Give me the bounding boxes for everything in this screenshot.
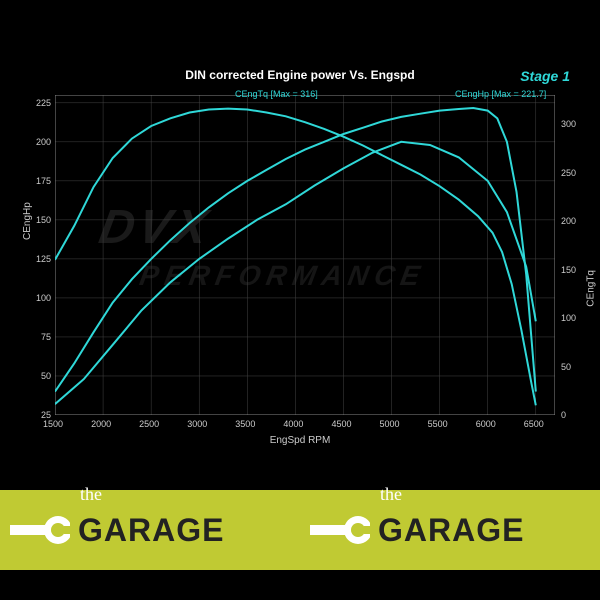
x-tick: 2000 <box>91 419 111 429</box>
y-left-tick: 50 <box>41 371 51 381</box>
x-tick: 2500 <box>139 419 159 429</box>
x-tick: 1500 <box>43 419 63 429</box>
banner-garage-text: GARAGE <box>378 512 524 548</box>
y-right-tick: 50 <box>561 362 571 372</box>
y-right-tick: 150 <box>561 265 576 275</box>
y-left-tick: 75 <box>41 332 51 342</box>
y-right-tick: 100 <box>561 313 576 323</box>
y-right-tick: 300 <box>561 119 576 129</box>
x-tick: 5500 <box>428 419 448 429</box>
y-left-tick: 175 <box>36 176 51 186</box>
chart-svg <box>55 95 555 415</box>
wrench-icon <box>310 500 370 560</box>
x-axis-label: EngSpd RPM <box>0 435 600 446</box>
y-left-tick: 200 <box>36 137 51 147</box>
series-label-CEngTq: CEngTq [Max = 316] <box>235 89 318 99</box>
stage-label: Stage 1 <box>520 68 570 84</box>
banner-the-text: the <box>80 484 102 505</box>
banner-logo-right: the GARAGE <box>300 490 600 570</box>
y-left-tick: 100 <box>36 293 51 303</box>
footer-banner: the GARAGE the GARAGE <box>0 490 600 570</box>
y-right-tick: 250 <box>561 168 576 178</box>
x-tick: 3500 <box>235 419 255 429</box>
banner-the-text: the <box>380 484 402 505</box>
x-tick: 5000 <box>380 419 400 429</box>
y-right-axis-label: CEngTq <box>586 270 597 307</box>
wrench-icon <box>10 500 70 560</box>
y-left-tick: 150 <box>36 215 51 225</box>
series-label-CEngHp: CEngHp [Max = 221.7] <box>455 89 546 99</box>
y-left-tick: 125 <box>36 254 51 264</box>
y-left-tick: 25 <box>41 410 51 420</box>
y-left-tick: 225 <box>36 98 51 108</box>
banner-garage-text: GARAGE <box>78 512 224 548</box>
x-tick: 6000 <box>476 419 496 429</box>
chart-plot-area <box>55 95 555 415</box>
chart-title: DIN corrected Engine power Vs. Engspd <box>0 68 600 82</box>
x-tick: 3000 <box>187 419 207 429</box>
y-left-axis-label: CEngHp <box>22 202 33 240</box>
y-right-tick: 200 <box>561 216 576 226</box>
x-tick: 6500 <box>524 419 544 429</box>
banner-logo-left: the GARAGE <box>0 490 300 570</box>
x-tick: 4000 <box>283 419 303 429</box>
x-tick: 4500 <box>331 419 351 429</box>
y-right-tick: 0 <box>561 410 566 420</box>
